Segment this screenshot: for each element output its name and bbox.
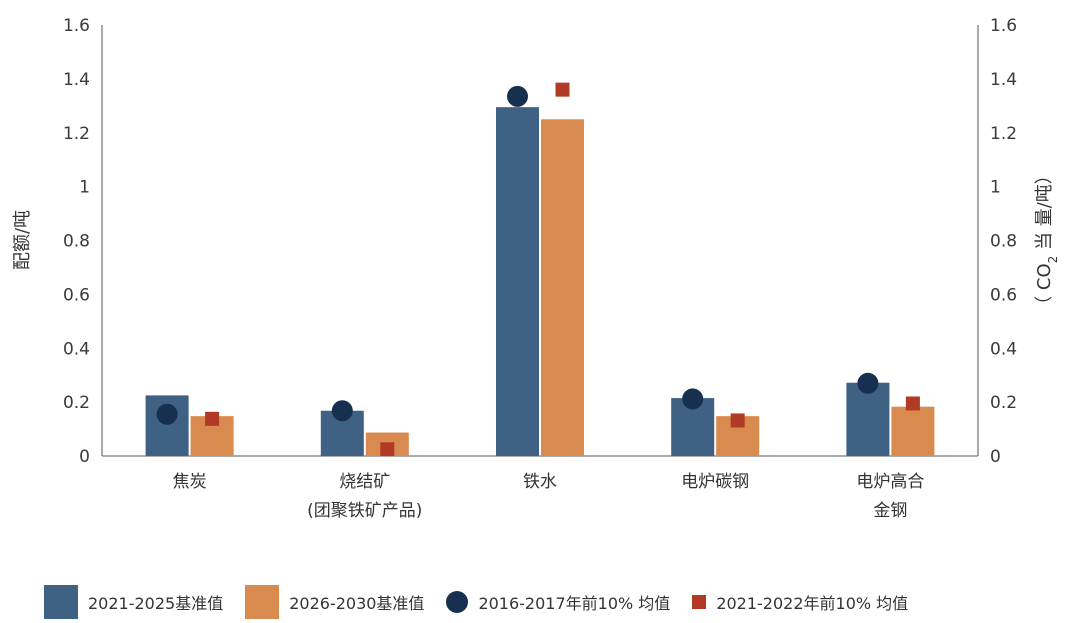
bars bbox=[145, 107, 935, 457]
marker-square bbox=[205, 411, 220, 426]
legend-item: 2021-2025基准值 bbox=[44, 585, 223, 619]
y-tick-label-right: 0.6 bbox=[990, 285, 1017, 305]
legend-item: 2016-2017年前10% 均值 bbox=[446, 590, 670, 614]
legend-item: 2026-2030基准值 bbox=[245, 585, 424, 619]
y-tick-label-right: 0.8 bbox=[990, 232, 1017, 252]
y-tick-label-right: 0.2 bbox=[990, 393, 1017, 413]
y-axis-title-left: 配额/吨 bbox=[12, 210, 33, 270]
marker-circle bbox=[682, 388, 704, 410]
x-category-label: 金钢 bbox=[873, 501, 907, 521]
bar-1 bbox=[846, 382, 890, 456]
x-category-label: (团聚铁矿产品) bbox=[307, 501, 422, 521]
axes bbox=[101, 25, 979, 457]
marker-circle bbox=[156, 403, 178, 425]
y-tick-label-right: 1.4 bbox=[990, 70, 1017, 90]
y-tick-label-left: 0.8 bbox=[63, 232, 90, 252]
marker-square bbox=[380, 442, 395, 457]
bar-1 bbox=[496, 107, 539, 457]
marker-circle bbox=[507, 85, 528, 107]
legend-label: 2026-2030基准值 bbox=[289, 594, 425, 613]
y-tick-label-right: 0.4 bbox=[990, 339, 1017, 359]
marker-circle bbox=[857, 372, 879, 394]
y-tick-label-right: 0 bbox=[990, 447, 1001, 467]
y-tick-label-left: 0.6 bbox=[63, 285, 90, 305]
marker-square bbox=[555, 82, 570, 97]
x-category-label: 焦炭 bbox=[173, 472, 207, 492]
x-category-label: 铁水 bbox=[523, 472, 557, 492]
y-tick-label-left: 0.2 bbox=[63, 393, 90, 413]
y-tick-label-left: 1.2 bbox=[63, 124, 90, 144]
marker-circle bbox=[331, 400, 353, 422]
markers bbox=[156, 82, 920, 457]
y-axis-title-right: （ CO2 当 量/吨） bbox=[1034, 166, 1060, 314]
bar-2 bbox=[541, 119, 584, 456]
y-tick-label-right: 1.2 bbox=[990, 124, 1017, 144]
marker-square bbox=[905, 396, 920, 411]
y-tick-label-left: 0 bbox=[79, 447, 90, 467]
legend-swatch bbox=[692, 595, 707, 609]
x-category-label: 电炉碳钢 bbox=[681, 472, 749, 492]
legend-label: 2016-2017年前10% 均值 bbox=[478, 594, 671, 613]
legend: 2021-2025基准值 2026-2030基准值 2016-2017年前10% 均… bbox=[44, 585, 930, 619]
y-tick-label-left: 0.4 bbox=[63, 339, 90, 359]
y-tick-label-left: 1.6 bbox=[63, 16, 90, 36]
legend-item: 2021-2022年前10% 均值 bbox=[692, 590, 908, 614]
legend-swatch bbox=[245, 585, 280, 619]
legend-label: 2021-2025基准值 bbox=[88, 594, 224, 613]
legend-swatch bbox=[446, 591, 469, 613]
labels: 0 0 0.2 0.2 0.4 0.4 0.6 0.6 0.8 0.8 1 1 1.2 1.2 1.4 1.4… bbox=[12, 16, 1060, 521]
y-tick-label-right: 1.6 bbox=[990, 16, 1017, 36]
y-tick-label-left: 1.4 bbox=[63, 70, 90, 90]
marker-square bbox=[730, 413, 745, 428]
y-tick-label-left: 1 bbox=[79, 178, 90, 198]
legend-swatch bbox=[44, 585, 78, 619]
bar-2 bbox=[891, 406, 935, 456]
x-category-label: 烧结矿 bbox=[339, 472, 390, 492]
x-category-label: 电炉高合 bbox=[856, 472, 924, 492]
legend-label: 2021-2022年前10% 均值 bbox=[716, 594, 909, 613]
y-tick-label-right: 1 bbox=[990, 178, 1001, 198]
